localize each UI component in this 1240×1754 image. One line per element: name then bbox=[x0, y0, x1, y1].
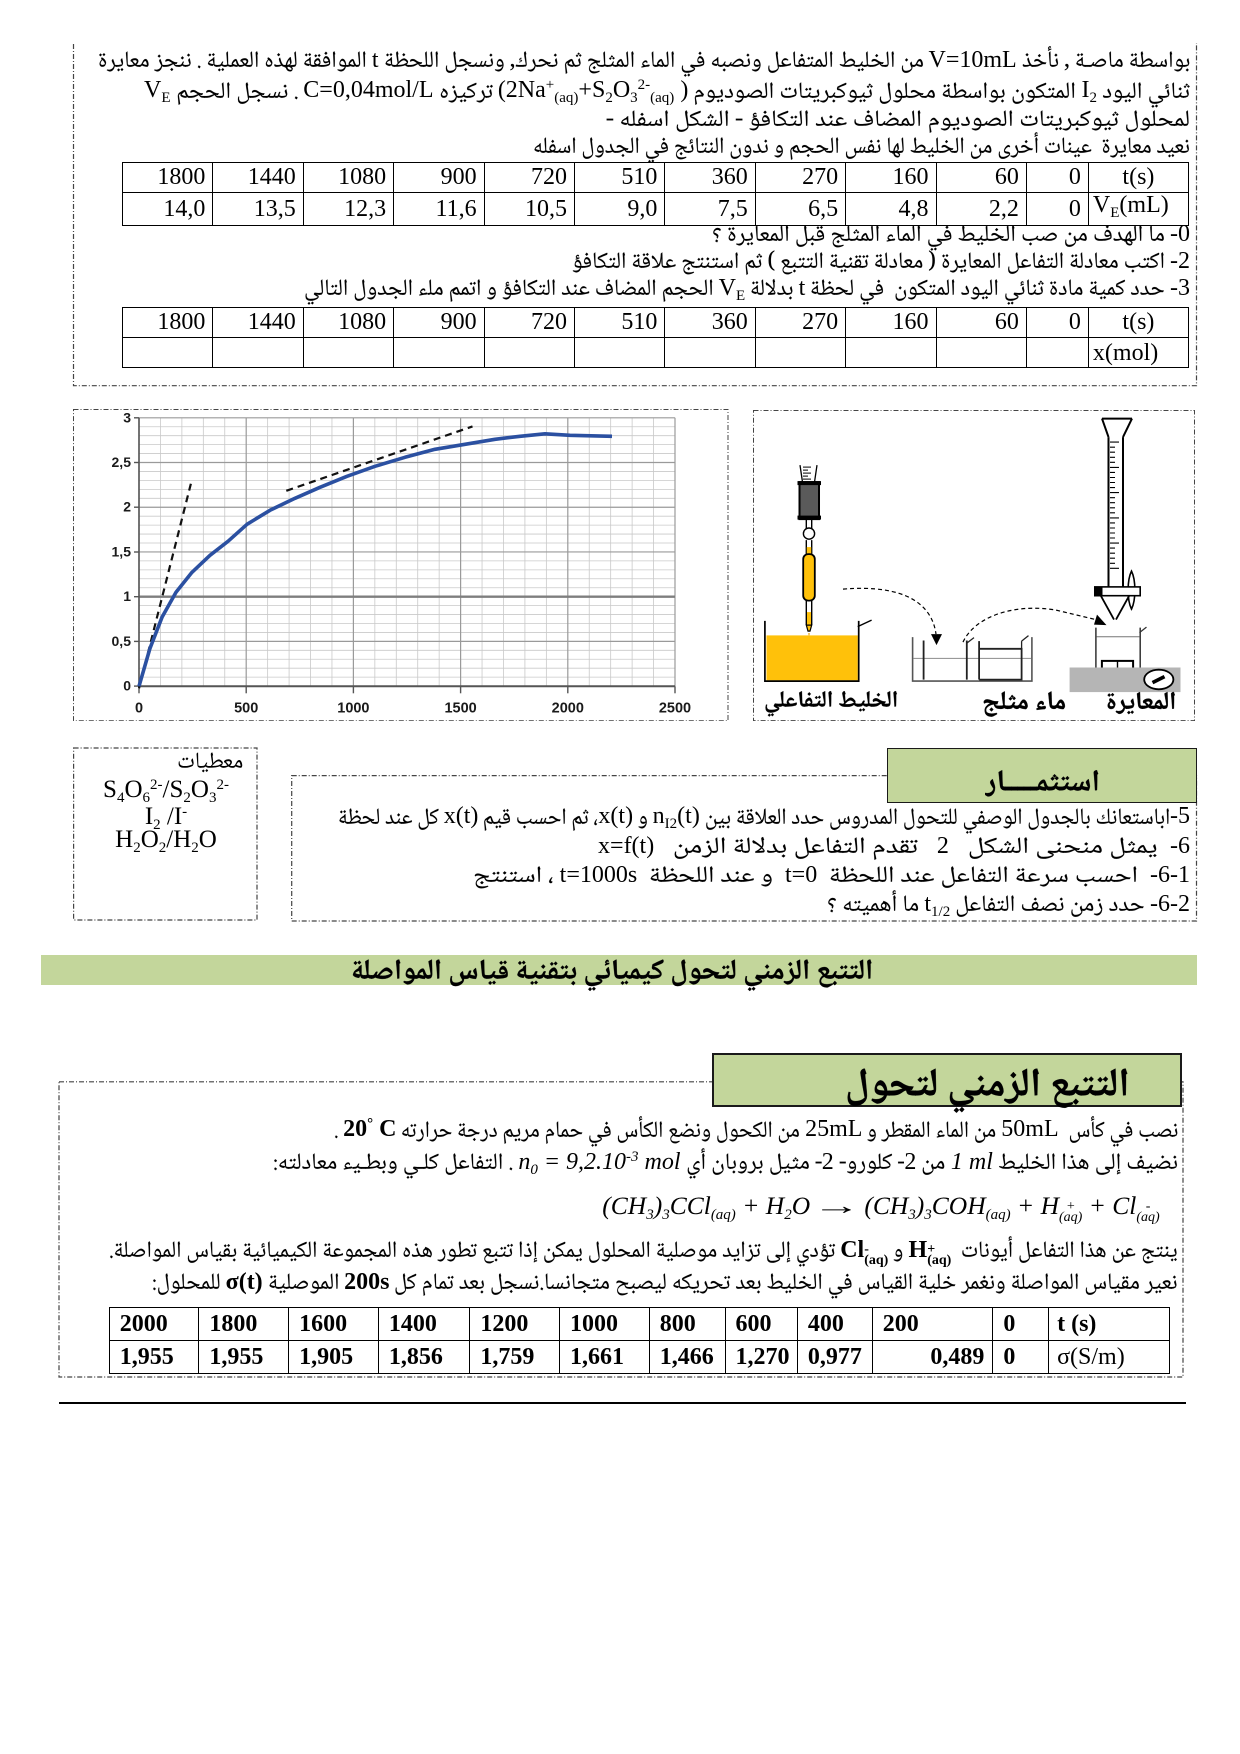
svg-text:2500: 2500 bbox=[659, 700, 691, 716]
svg-text:1000: 1000 bbox=[337, 700, 369, 716]
svg-text:2000: 2000 bbox=[552, 700, 584, 716]
svg-text:0: 0 bbox=[135, 700, 143, 716]
svg-text:0: 0 bbox=[123, 677, 131, 693]
svg-text:2,5: 2,5 bbox=[112, 454, 132, 470]
svg-text:500: 500 bbox=[234, 700, 258, 716]
svg-text:3: 3 bbox=[123, 409, 131, 425]
svg-text:1,5: 1,5 bbox=[112, 543, 132, 559]
svg-text:2: 2 bbox=[123, 498, 131, 514]
svg-text:1: 1 bbox=[123, 588, 131, 604]
svg-text:0,5: 0,5 bbox=[112, 633, 132, 649]
svg-text:1500: 1500 bbox=[444, 700, 476, 716]
